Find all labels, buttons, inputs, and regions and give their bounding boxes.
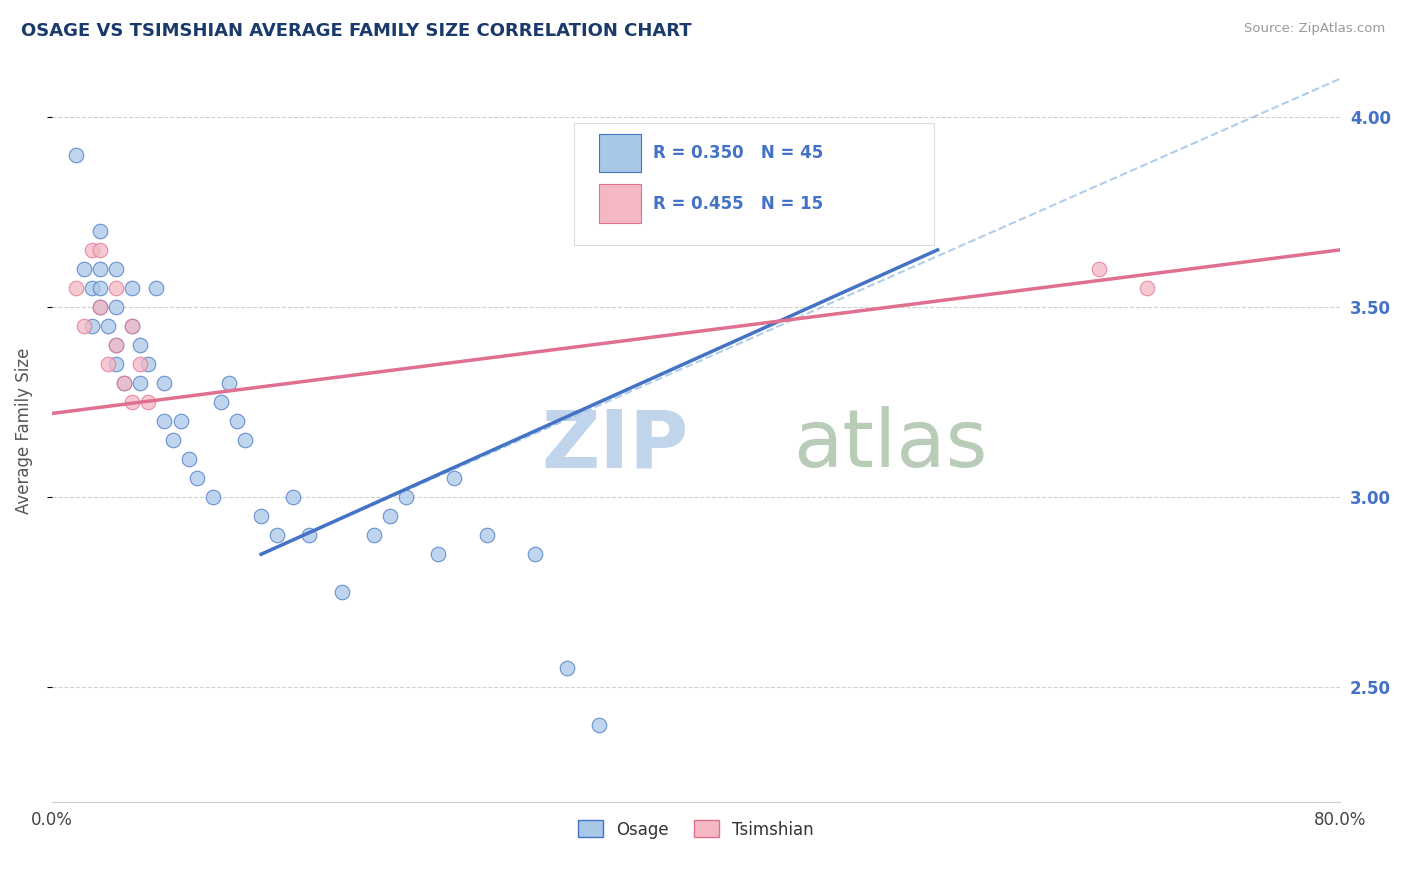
Point [105, 281, 128, 295]
Point [153, 376, 176, 390]
Point [138, 395, 160, 409]
Point [105, 357, 128, 371]
Point [209, 395, 232, 409]
Point [121, 318, 143, 333]
Point [162, 433, 184, 447]
Point [330, 585, 353, 599]
Text: ZIP: ZIP [541, 407, 689, 484]
Point [1136, 281, 1159, 295]
Point [443, 471, 465, 485]
Point [80, 318, 103, 333]
Point [121, 281, 143, 295]
Point [89, 224, 111, 238]
Point [80, 243, 103, 257]
Point [283, 490, 305, 504]
Point [89, 281, 111, 295]
Point [89, 261, 111, 276]
Point [523, 547, 546, 561]
Point [105, 261, 128, 276]
Point [73, 261, 96, 276]
Point [363, 528, 385, 542]
Point [129, 376, 152, 390]
FancyBboxPatch shape [599, 185, 641, 223]
Point [250, 509, 273, 524]
Point [145, 281, 167, 295]
Text: atlas: atlas [793, 407, 987, 484]
Point [186, 471, 208, 485]
Point [129, 357, 152, 371]
Point [89, 300, 111, 314]
Point [121, 395, 143, 409]
Point [201, 490, 224, 504]
Point [475, 528, 498, 542]
Point [138, 357, 160, 371]
Point [427, 547, 450, 561]
Point [105, 338, 128, 352]
Point [266, 528, 288, 542]
Text: OSAGE VS TSIMSHIAN AVERAGE FAMILY SIZE CORRELATION CHART: OSAGE VS TSIMSHIAN AVERAGE FAMILY SIZE C… [21, 22, 692, 40]
Point [80, 281, 103, 295]
Point [1087, 261, 1109, 276]
Point [395, 490, 418, 504]
Point [105, 300, 128, 314]
Point [169, 414, 191, 428]
Point [112, 376, 135, 390]
FancyBboxPatch shape [574, 123, 935, 245]
Point [233, 433, 256, 447]
Point [121, 318, 143, 333]
Text: R = 0.350   N = 45: R = 0.350 N = 45 [654, 145, 824, 162]
Point [218, 376, 240, 390]
Point [177, 452, 200, 467]
Y-axis label: Average Family Size: Average Family Size [15, 347, 32, 514]
Text: Source: ZipAtlas.com: Source: ZipAtlas.com [1244, 22, 1385, 36]
Point [89, 300, 111, 314]
Point [226, 414, 249, 428]
Legend: Osage, Tsimshian: Osage, Tsimshian [571, 814, 821, 846]
Point [65, 281, 87, 295]
Point [588, 718, 610, 732]
Point [65, 147, 87, 161]
Point [89, 243, 111, 257]
Point [129, 338, 152, 352]
Point [105, 338, 128, 352]
Point [153, 414, 176, 428]
Point [555, 661, 578, 675]
Point [73, 318, 96, 333]
FancyBboxPatch shape [599, 134, 641, 172]
Text: R = 0.455   N = 15: R = 0.455 N = 15 [654, 194, 824, 212]
Point [298, 528, 321, 542]
Point [378, 509, 401, 524]
Point [112, 376, 135, 390]
Point [97, 318, 120, 333]
Point [97, 357, 120, 371]
